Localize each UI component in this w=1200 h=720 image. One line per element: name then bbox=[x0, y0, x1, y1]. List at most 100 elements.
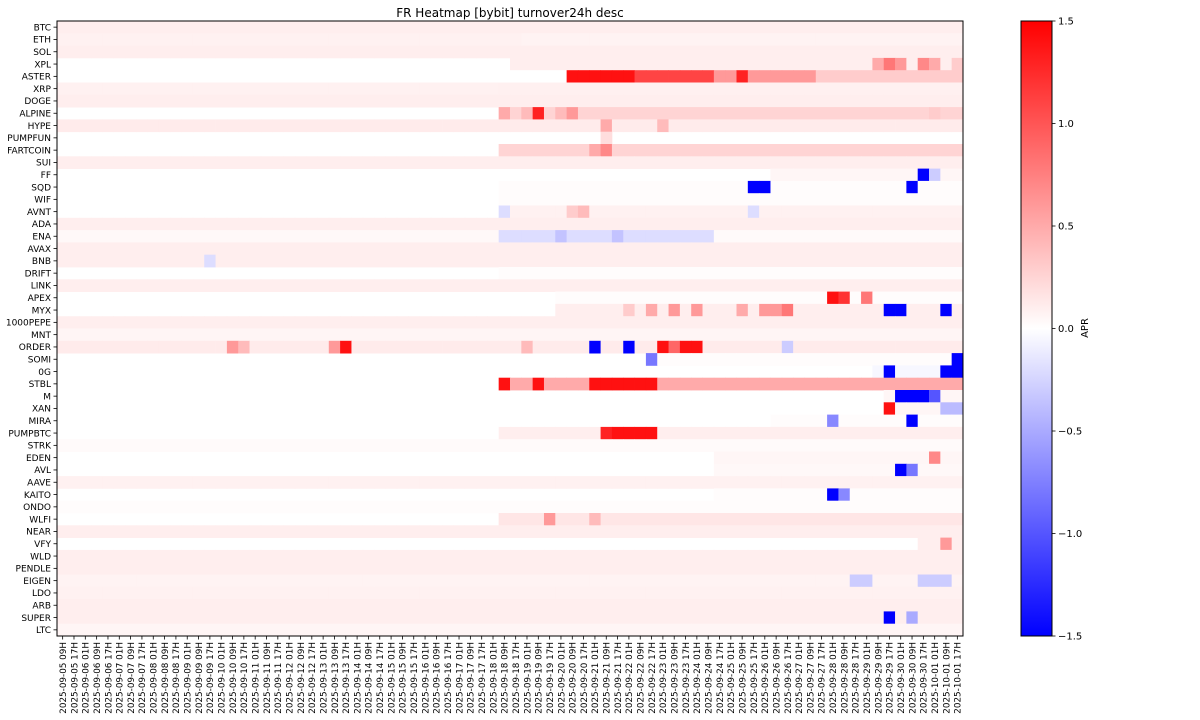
heatmap-cell bbox=[147, 476, 160, 489]
heatmap-cell bbox=[872, 217, 885, 231]
heatmap-cell bbox=[442, 623, 454, 637]
heatmap-cell bbox=[951, 328, 964, 342]
heatmap-cell bbox=[498, 94, 511, 108]
heatmap-cell bbox=[192, 94, 205, 108]
heatmap-cell bbox=[951, 574, 964, 588]
heatmap-cell bbox=[883, 574, 896, 588]
heatmap-cell bbox=[102, 525, 115, 538]
heatmap-cell bbox=[804, 94, 817, 108]
heatmap-cell bbox=[498, 254, 511, 268]
heatmap-cell bbox=[872, 205, 885, 219]
heatmap-cell bbox=[453, 562, 466, 575]
heatmap-cell bbox=[747, 279, 760, 292]
heatmap-cell bbox=[249, 525, 262, 538]
heatmap-cell bbox=[555, 107, 568, 120]
heatmap-cell bbox=[793, 377, 805, 391]
row-label: LTC bbox=[36, 626, 51, 636]
heatmap-cell bbox=[566, 513, 579, 526]
heatmap-cell bbox=[374, 45, 386, 59]
heatmap-cell bbox=[600, 94, 613, 108]
heatmap-cell bbox=[543, 82, 556, 96]
heatmap-cell bbox=[736, 33, 749, 46]
row-label: WLD bbox=[30, 552, 51, 562]
heatmap-cell bbox=[521, 70, 534, 83]
column-label: 2025-09-07 01H bbox=[116, 642, 126, 714]
heatmap-cell bbox=[736, 451, 749, 465]
heatmap-cell bbox=[929, 414, 941, 428]
heatmap-cell bbox=[487, 316, 500, 329]
row-label: SOL bbox=[33, 48, 51, 58]
heatmap-cell bbox=[827, 144, 839, 157]
heatmap-cell bbox=[725, 180, 737, 194]
heatmap-cell bbox=[804, 623, 817, 637]
row-label: AVL bbox=[34, 466, 51, 476]
heatmap-cell bbox=[385, 156, 398, 169]
heatmap-cell bbox=[929, 463, 941, 477]
heatmap-cell bbox=[419, 525, 432, 538]
heatmap-cell bbox=[634, 513, 647, 526]
heatmap-cell bbox=[747, 193, 760, 206]
heatmap-cell bbox=[623, 267, 635, 280]
heatmap-cell bbox=[306, 611, 318, 625]
heatmap-cell bbox=[555, 328, 568, 342]
heatmap-cell bbox=[408, 156, 420, 169]
heatmap-cell bbox=[306, 45, 318, 59]
heatmap-cell bbox=[487, 340, 500, 354]
heatmap-cell bbox=[204, 562, 216, 575]
heatmap-cell bbox=[872, 33, 885, 46]
heatmap-cell bbox=[838, 488, 851, 502]
heatmap-cell bbox=[577, 500, 590, 514]
heatmap-cell bbox=[226, 562, 239, 575]
heatmap-cell bbox=[906, 402, 919, 415]
heatmap-cell bbox=[238, 119, 250, 133]
heatmap-cell bbox=[691, 21, 703, 34]
heatmap-cell bbox=[419, 45, 432, 59]
heatmap-cell bbox=[725, 488, 737, 502]
heatmap-cell bbox=[838, 254, 851, 268]
heatmap-cell bbox=[510, 611, 522, 625]
heatmap-cell bbox=[736, 21, 749, 34]
heatmap-cell bbox=[951, 303, 964, 317]
heatmap-cell bbox=[804, 21, 817, 34]
heatmap-cell bbox=[849, 33, 862, 46]
heatmap-cell bbox=[272, 217, 284, 231]
heatmap-cell bbox=[238, 562, 250, 575]
heatmap-cell bbox=[861, 353, 873, 366]
heatmap-cell bbox=[951, 119, 964, 133]
heatmap-cell bbox=[362, 611, 375, 625]
heatmap-cell bbox=[113, 525, 126, 538]
heatmap-cell bbox=[668, 316, 681, 329]
heatmap-cell bbox=[917, 340, 930, 354]
heatmap-cell bbox=[306, 70, 318, 83]
heatmap-cell bbox=[226, 586, 239, 600]
heatmap-cell bbox=[147, 21, 160, 34]
column-label: 2025-09-21 01H bbox=[591, 642, 601, 714]
heatmap-cell bbox=[102, 611, 115, 625]
heatmap-cell bbox=[362, 70, 375, 83]
heatmap-cell bbox=[498, 205, 511, 219]
heatmap-cell bbox=[566, 316, 579, 329]
heatmap-cell bbox=[895, 144, 907, 157]
heatmap-cell bbox=[804, 193, 817, 206]
heatmap-cell bbox=[68, 156, 81, 169]
heatmap-cell bbox=[861, 513, 873, 526]
heatmap-cell bbox=[453, 599, 466, 612]
heatmap-cell bbox=[90, 45, 103, 59]
heatmap-cell bbox=[408, 217, 420, 231]
heatmap-cell bbox=[849, 242, 862, 256]
heatmap-cell bbox=[340, 33, 352, 46]
heatmap-cell bbox=[566, 611, 579, 625]
heatmap-cell bbox=[430, 254, 443, 268]
heatmap-cell bbox=[283, 21, 296, 34]
heatmap-cell bbox=[510, 377, 522, 391]
column-label: 2025-09-25 01H bbox=[727, 642, 737, 714]
heatmap-cell bbox=[747, 525, 760, 538]
heatmap-cell bbox=[759, 217, 771, 231]
heatmap-cell bbox=[906, 562, 919, 575]
heatmap-cell bbox=[136, 242, 148, 256]
column-label: 2025-09-12 01H bbox=[285, 642, 295, 714]
heatmap-cell bbox=[476, 82, 488, 96]
heatmap-cell bbox=[781, 623, 794, 637]
heatmap-cell bbox=[611, 70, 624, 83]
heatmap-cell bbox=[328, 611, 341, 625]
